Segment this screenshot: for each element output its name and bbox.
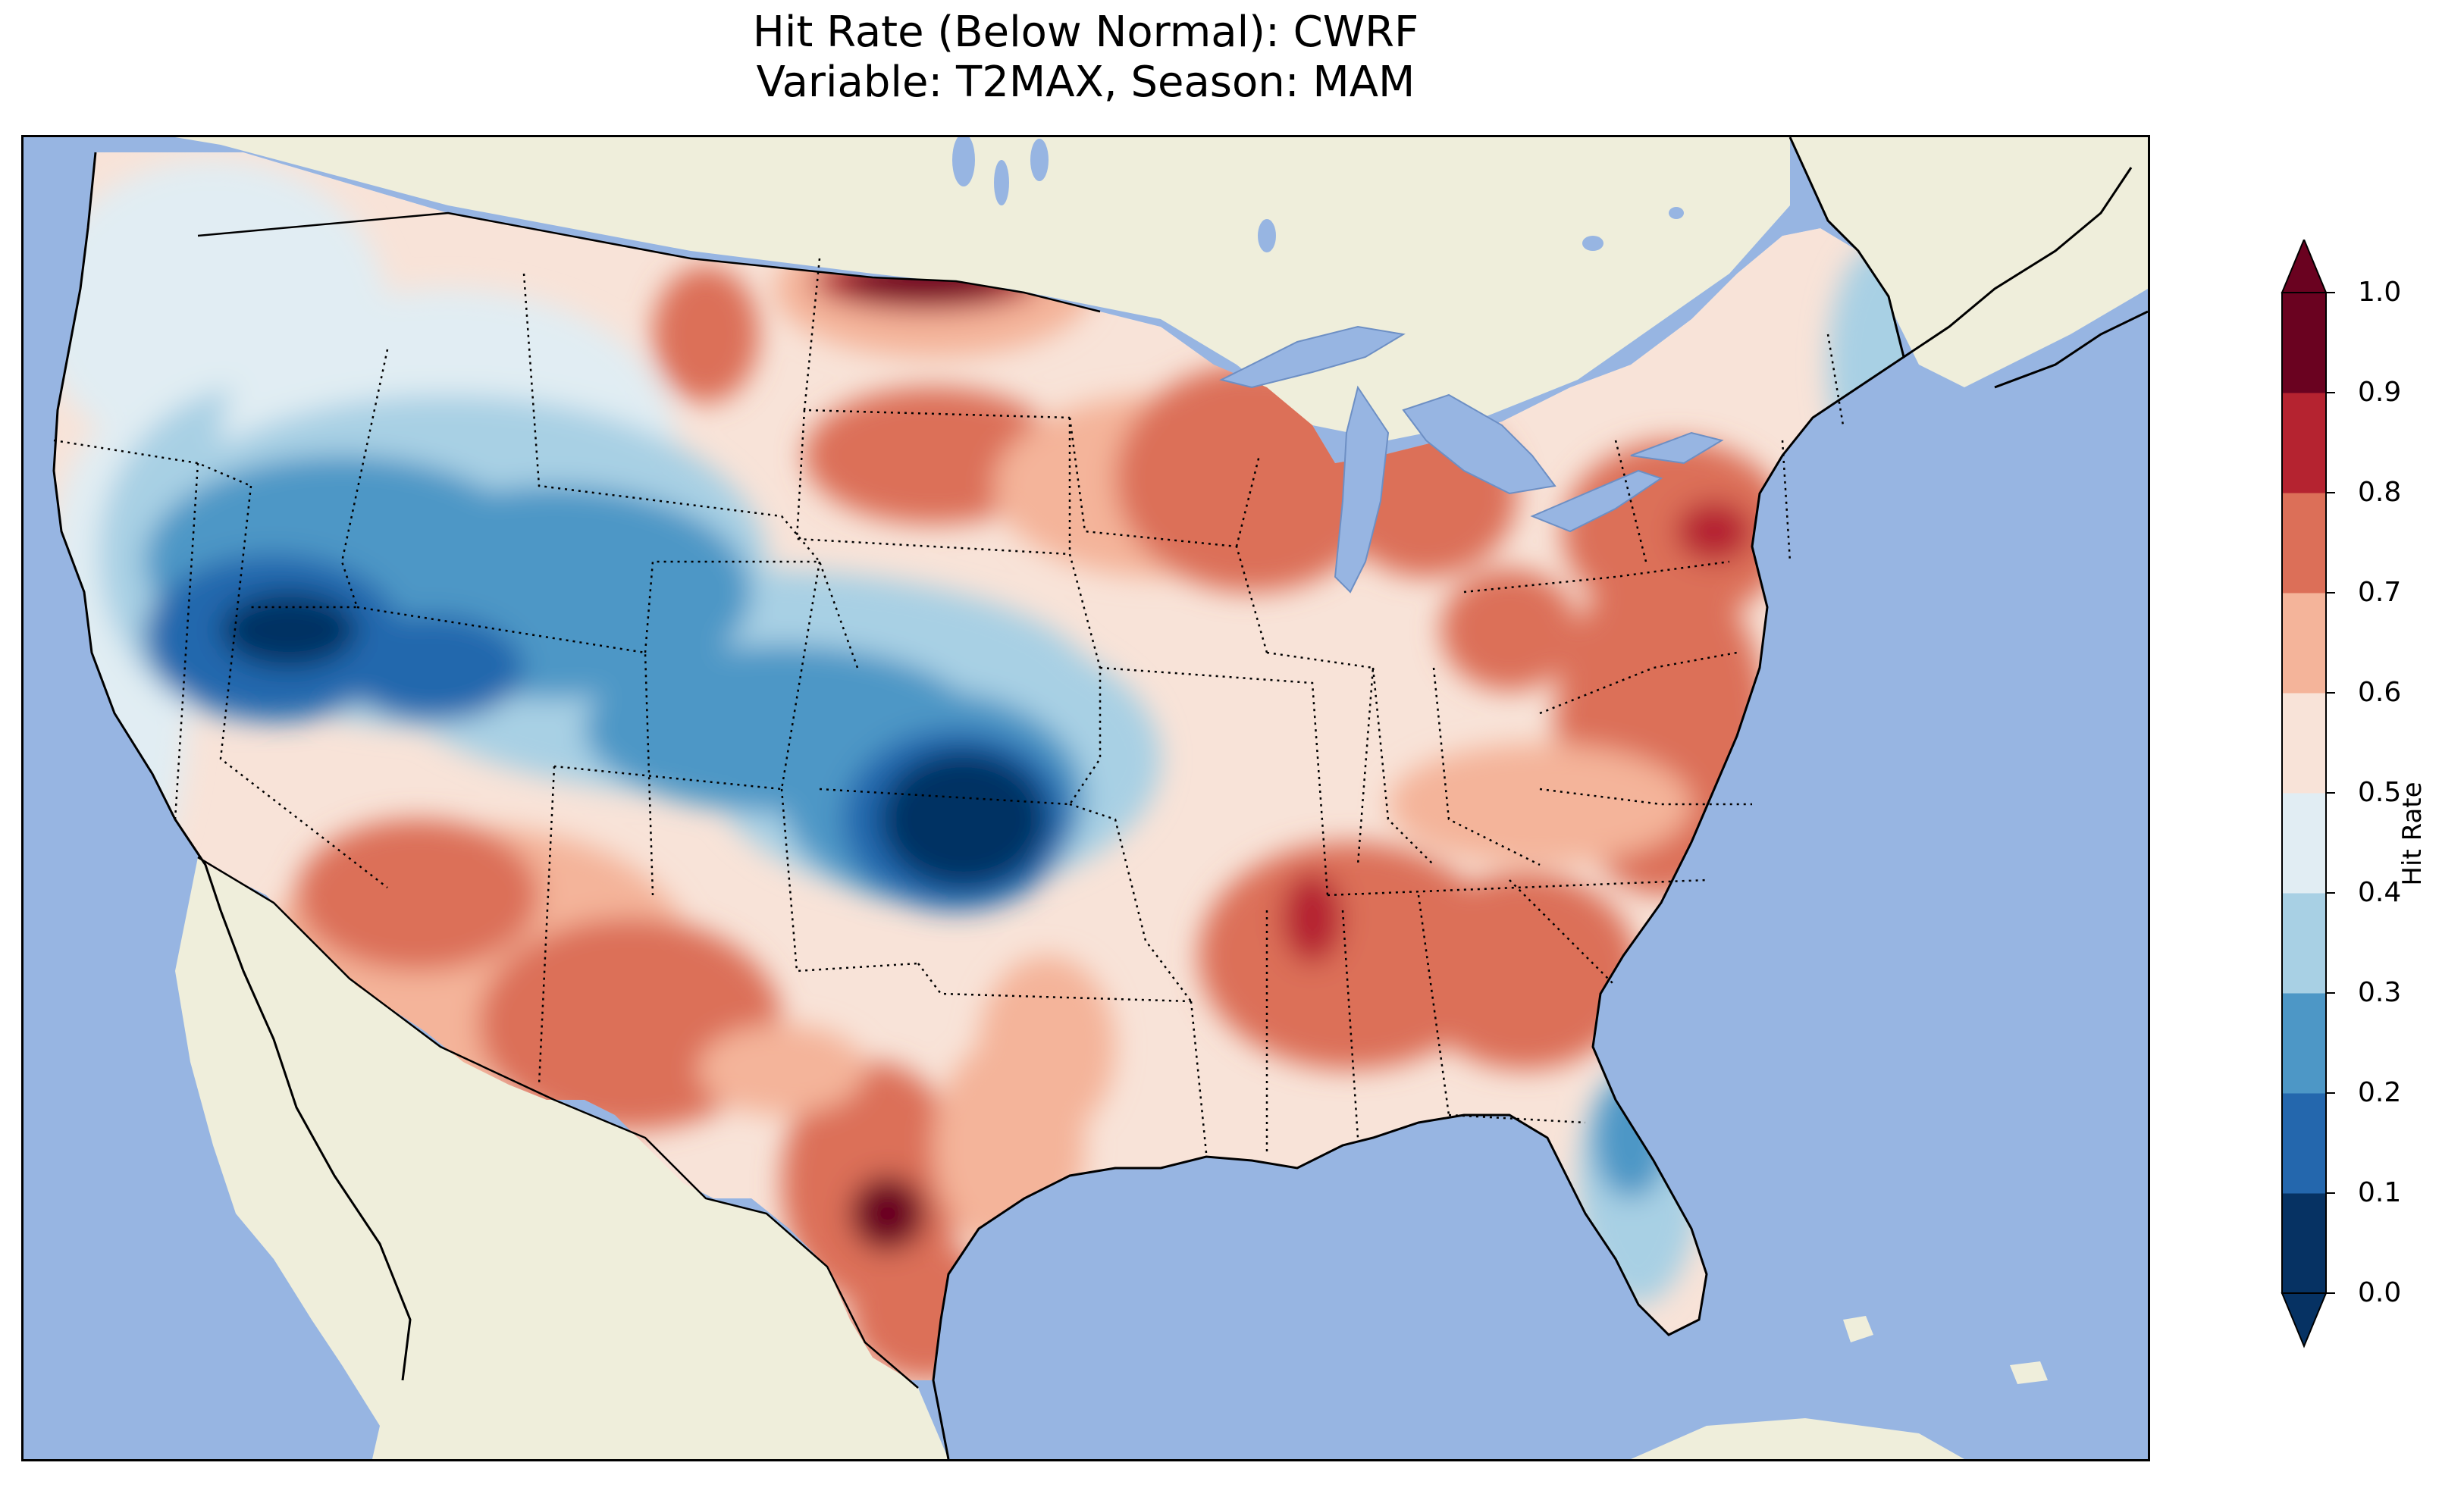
colorbar-extend-min: [2281, 1292, 2328, 1348]
colorbar-tick-label: 0.9: [2358, 377, 2402, 408]
state-borders: [53, 258, 1845, 1154]
colorbar-tick-label: 0.3: [2358, 977, 2402, 1008]
colorbar-tick-label: 0.1: [2358, 1177, 2402, 1208]
colorbar-tick-label: 0.4: [2358, 877, 2402, 908]
colorbar-tick-label: 1.0: [2358, 277, 2402, 308]
colorbar-tick-label: 0.7: [2358, 577, 2402, 608]
colorbar-segment: [2282, 1093, 2326, 1194]
colorbar-segment: [2282, 293, 2326, 393]
colorbar-segment: [2282, 993, 2326, 1094]
colorbar-tick-label: 0.2: [2358, 1077, 2402, 1108]
colorbar-segment: [2282, 593, 2326, 694]
map-panel: [21, 135, 2150, 1461]
colorbar-segment: [2282, 793, 2326, 894]
chart-title: Hit Rate (Below Normal): CWRF: [752, 8, 1419, 57]
coastlines: [52, 137, 2148, 1459]
chart-subtitle: Variable: T2MAX, Season: MAM: [756, 58, 1415, 107]
colorbar-tick-label: 0.6: [2358, 677, 2402, 708]
colorbar-tick-label: 0.5: [2358, 777, 2402, 808]
hit-rate-field: [54, 152, 1904, 1380]
colorbar-segment: [2282, 1193, 2326, 1294]
map-svg: [24, 137, 2148, 1459]
colorbar-tick-label: 0.8: [2358, 477, 2402, 508]
colorbar-tick-label: 0.0: [2358, 1277, 2402, 1308]
colorbar-extend-max: [2281, 240, 2328, 293]
colorbar-label: Hit Rate: [2397, 781, 2428, 886]
colorbar-segment: [2282, 393, 2326, 493]
canadian-lakes: [952, 137, 1684, 252]
great-lakes: [1219, 325, 1724, 594]
colorbar-segment: [2282, 893, 2326, 994]
colorbar-segment: [2282, 693, 2326, 794]
colorbar: [2281, 240, 2335, 1348]
international-borders: [197, 211, 1101, 1389]
colorbar-segment: [2282, 493, 2326, 594]
